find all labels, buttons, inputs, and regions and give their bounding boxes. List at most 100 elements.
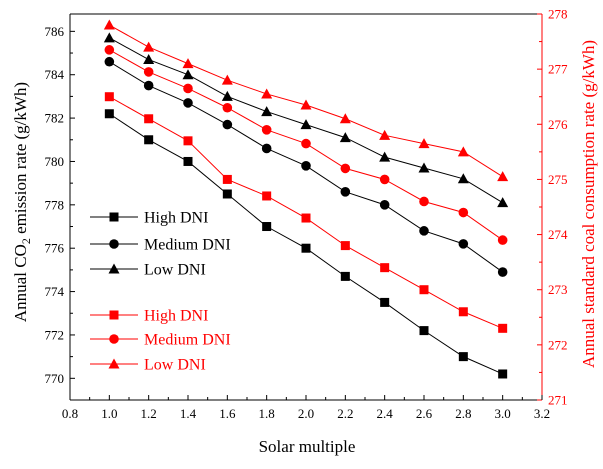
right-tick-label: 272 (548, 337, 568, 352)
x-tick-label: 1.6 (219, 406, 236, 421)
data-point-triangle (457, 146, 469, 157)
data-point-triangle (497, 197, 509, 208)
x-tick-label: 3.2 (534, 406, 550, 421)
data-point-square (144, 114, 154, 124)
data-point-triangle (418, 138, 430, 149)
data-point-square (419, 326, 429, 336)
legend-label: High DNI (144, 308, 208, 325)
data-point-triangle (182, 58, 194, 69)
series-left-circle (104, 56, 508, 277)
right-tick-label: 277 (548, 62, 568, 77)
data-point-square (262, 222, 272, 232)
legend-marker (109, 239, 119, 249)
data-point-circle (340, 163, 351, 174)
data-point-square (262, 191, 272, 201)
data-point-circle (261, 125, 272, 135)
right-tick-label: 276 (548, 117, 568, 132)
left-axis-label: Annual CO2 emission rate (g/kWh) (11, 82, 33, 322)
left-axis-label-prefix: Annual CO (11, 244, 30, 322)
series-right-triangle (103, 19, 509, 182)
right-axis-ticks: 271 272 273 274 275 276 277 278 (537, 7, 568, 408)
series-left-square (104, 109, 508, 379)
data-point-circle (301, 138, 311, 149)
left-axis-label-subscript: 2 (19, 238, 33, 244)
series-right-circle (104, 45, 508, 245)
data-point-circle (458, 207, 469, 218)
legend-label: Medium DNI (144, 237, 231, 254)
legend-group: High DNI Medium DNI Low DNI High DNI Medium … (90, 210, 231, 374)
left-tick-label: 786 (45, 24, 65, 39)
legend-entry: High DNI (90, 210, 208, 227)
left-tick-label: 778 (45, 197, 65, 212)
data-point-square (498, 323, 508, 333)
data-point-triangle (497, 171, 509, 182)
data-point-circle (183, 98, 193, 108)
x-tick-label: 2.6 (416, 406, 433, 421)
x-tick-label: 2.0 (298, 406, 314, 421)
left-axis-label-suffix: emission rate (g/kWh) (11, 82, 30, 238)
series-right-square (104, 92, 508, 333)
legend-marker (109, 310, 119, 320)
legend-marker (108, 263, 120, 274)
x-tick-label: 0.8 (62, 406, 78, 421)
data-point-square (380, 297, 390, 307)
plot-frame-group (69, 13, 543, 401)
data-point-square (104, 109, 114, 119)
data-point-circle (419, 226, 429, 236)
left-tick-label: 780 (45, 154, 65, 169)
data-point-triangle (379, 151, 391, 162)
x-tick-label: 3.0 (495, 406, 511, 421)
data-point-circle (261, 143, 272, 154)
series-group (103, 19, 509, 379)
data-point-square (419, 285, 429, 295)
data-point-circle (379, 174, 390, 185)
data-point-square (183, 156, 193, 166)
x-tick-label: 1.8 (259, 406, 275, 421)
data-point-circle (340, 187, 351, 197)
data-point-square (340, 271, 350, 281)
data-point-triangle (261, 88, 273, 99)
data-point-circle (497, 267, 508, 277)
legend-entry: High DNI (90, 308, 208, 325)
data-point-square (222, 174, 232, 184)
data-point-circle (183, 83, 193, 94)
data-point-circle (419, 196, 429, 207)
legend-label: Low DNI (144, 262, 206, 279)
right-tick-label: 273 (548, 282, 568, 297)
data-point-triangle (339, 113, 351, 124)
data-point-triangle (457, 173, 469, 184)
legend-entry: Medium DNI (90, 237, 231, 254)
left-tick-label: 772 (45, 327, 65, 342)
right-tick-label: 271 (548, 393, 568, 408)
data-point-circle (379, 200, 390, 210)
left-tick-label: 782 (45, 111, 65, 126)
data-point-triangle (143, 41, 155, 52)
data-point-circle (497, 235, 508, 245)
data-point-triangle (418, 162, 430, 173)
legend-entry: Low DNI (90, 357, 206, 374)
x-tick-label: 2.8 (455, 406, 471, 421)
x-axis-label: Solar multiple (259, 437, 356, 456)
data-point-circle (222, 102, 233, 113)
x-tick-label: 1.0 (101, 406, 117, 421)
data-point-triangle (339, 132, 351, 143)
data-point-square (104, 92, 114, 102)
data-point-square (301, 243, 311, 253)
data-point-square (222, 189, 232, 199)
data-point-triangle (103, 19, 115, 30)
data-point-circle (301, 160, 311, 171)
data-point-circle (104, 56, 115, 67)
x-tick-label: 2.2 (337, 406, 353, 421)
data-point-square (498, 369, 508, 379)
right-tick-label: 274 (548, 227, 568, 242)
data-point-triangle (379, 129, 391, 140)
data-point-circle (143, 67, 154, 77)
legend-marker (109, 334, 119, 344)
left-tick-label: 774 (45, 284, 65, 299)
x-tick-label: 1.4 (180, 406, 197, 421)
data-point-triangle (143, 54, 155, 65)
legend-marker (108, 358, 120, 369)
data-point-triangle (103, 32, 115, 43)
left-axis-ticks: 770 772 774 776 778 780 782 784 786 (45, 24, 75, 386)
data-point-square (301, 213, 311, 223)
